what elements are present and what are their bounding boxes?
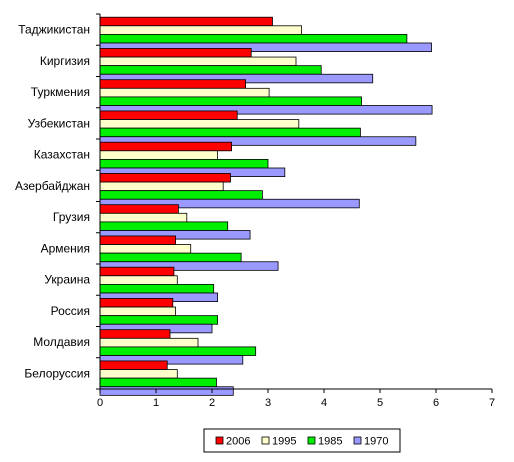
bar-1995-5	[99, 181, 224, 192]
bar-1970-11	[99, 386, 234, 396]
bar-1985-5	[99, 190, 263, 200]
x-tick-label: 3	[265, 397, 271, 409]
bar-2006-9	[99, 298, 174, 308]
category-labels: Таджикистан Киргизия Туркмения Узбекистан Ка…	[15, 23, 90, 381]
legend-label-1995: 1995	[272, 436, 296, 448]
bar-1985-9	[99, 315, 218, 325]
bar-2006-5	[99, 173, 231, 183]
category-label: Россия	[51, 304, 90, 318]
category-label: Азербайджан	[15, 179, 90, 193]
legend-box	[203, 428, 401, 453]
bar-1995-8	[99, 275, 178, 285]
bar-1985-1	[99, 65, 322, 75]
legend-swatch-1970	[353, 436, 362, 445]
bar-1995-3	[99, 119, 300, 129]
category-label: Узбекистан	[28, 116, 90, 130]
x-tick-label: 4	[321, 397, 327, 409]
bar-1995-11	[99, 369, 178, 379]
legend-label-2006: 2006	[226, 436, 250, 448]
legend-label-1985: 1985	[318, 436, 342, 448]
legend-swatch-1985	[307, 436, 316, 445]
bar-1985-7	[99, 252, 242, 263]
bar-2006-6	[99, 204, 179, 214]
category-label: Украина	[44, 273, 90, 287]
category-label: Молдавия	[33, 335, 90, 349]
x-tick-label: 7	[489, 397, 495, 409]
bar-1995-6	[99, 212, 188, 223]
legend-swatch-1995	[261, 436, 270, 445]
category-label: Белоруссия	[24, 366, 90, 380]
bars-group	[99, 16, 433, 396]
category-label: Казахстан	[34, 148, 90, 162]
bar-2006-7	[99, 235, 176, 245]
bar-2006-2	[99, 79, 247, 89]
x-tick-label: 5	[377, 397, 383, 409]
category-label: Армения	[41, 241, 90, 255]
x-tick-label: 2	[209, 397, 215, 409]
x-tick-label: 0	[97, 397, 103, 409]
bar-2006-10	[99, 329, 171, 339]
bar-1985-10	[99, 346, 257, 356]
category-label: Таджикистан	[18, 23, 90, 37]
category-label: Туркмения	[31, 85, 90, 99]
bar-2006-4	[99, 141, 233, 152]
bar-1995-1	[99, 56, 297, 67]
bar-1995-9	[99, 306, 176, 317]
legend: 2006 1995 1985 1970	[203, 428, 401, 453]
bar-1985-11	[99, 377, 217, 388]
bar-2006-11	[99, 360, 168, 370]
bar-1985-8	[99, 283, 215, 294]
bar-1995-2	[99, 87, 270, 98]
x-axis: 0 1 2 3 4 5 6 7	[96, 13, 495, 409]
bar-1985-3	[99, 127, 361, 138]
bar-2006-8	[99, 266, 175, 277]
category-label: Киргизия	[40, 54, 90, 68]
x-tick-label: 6	[433, 397, 439, 409]
bar-1995-7	[99, 244, 192, 254]
bar-2006-0	[99, 16, 273, 27]
x-tick-label: 1	[153, 397, 159, 409]
bar-1985-2	[99, 96, 362, 106]
bar-2006-3	[99, 110, 238, 120]
category-label: Грузия	[53, 210, 90, 224]
legend-label-1970: 1970	[364, 436, 388, 448]
bar-2006-1	[99, 48, 252, 58]
bar-1995-10	[99, 337, 199, 348]
bar-1985-0	[99, 34, 408, 44]
bar-1995-4	[99, 150, 218, 160]
bar-1985-6	[99, 221, 229, 231]
bar-1995-0	[99, 25, 303, 35]
legend-swatch-2006	[215, 436, 224, 445]
bar-1985-4	[99, 158, 269, 169]
